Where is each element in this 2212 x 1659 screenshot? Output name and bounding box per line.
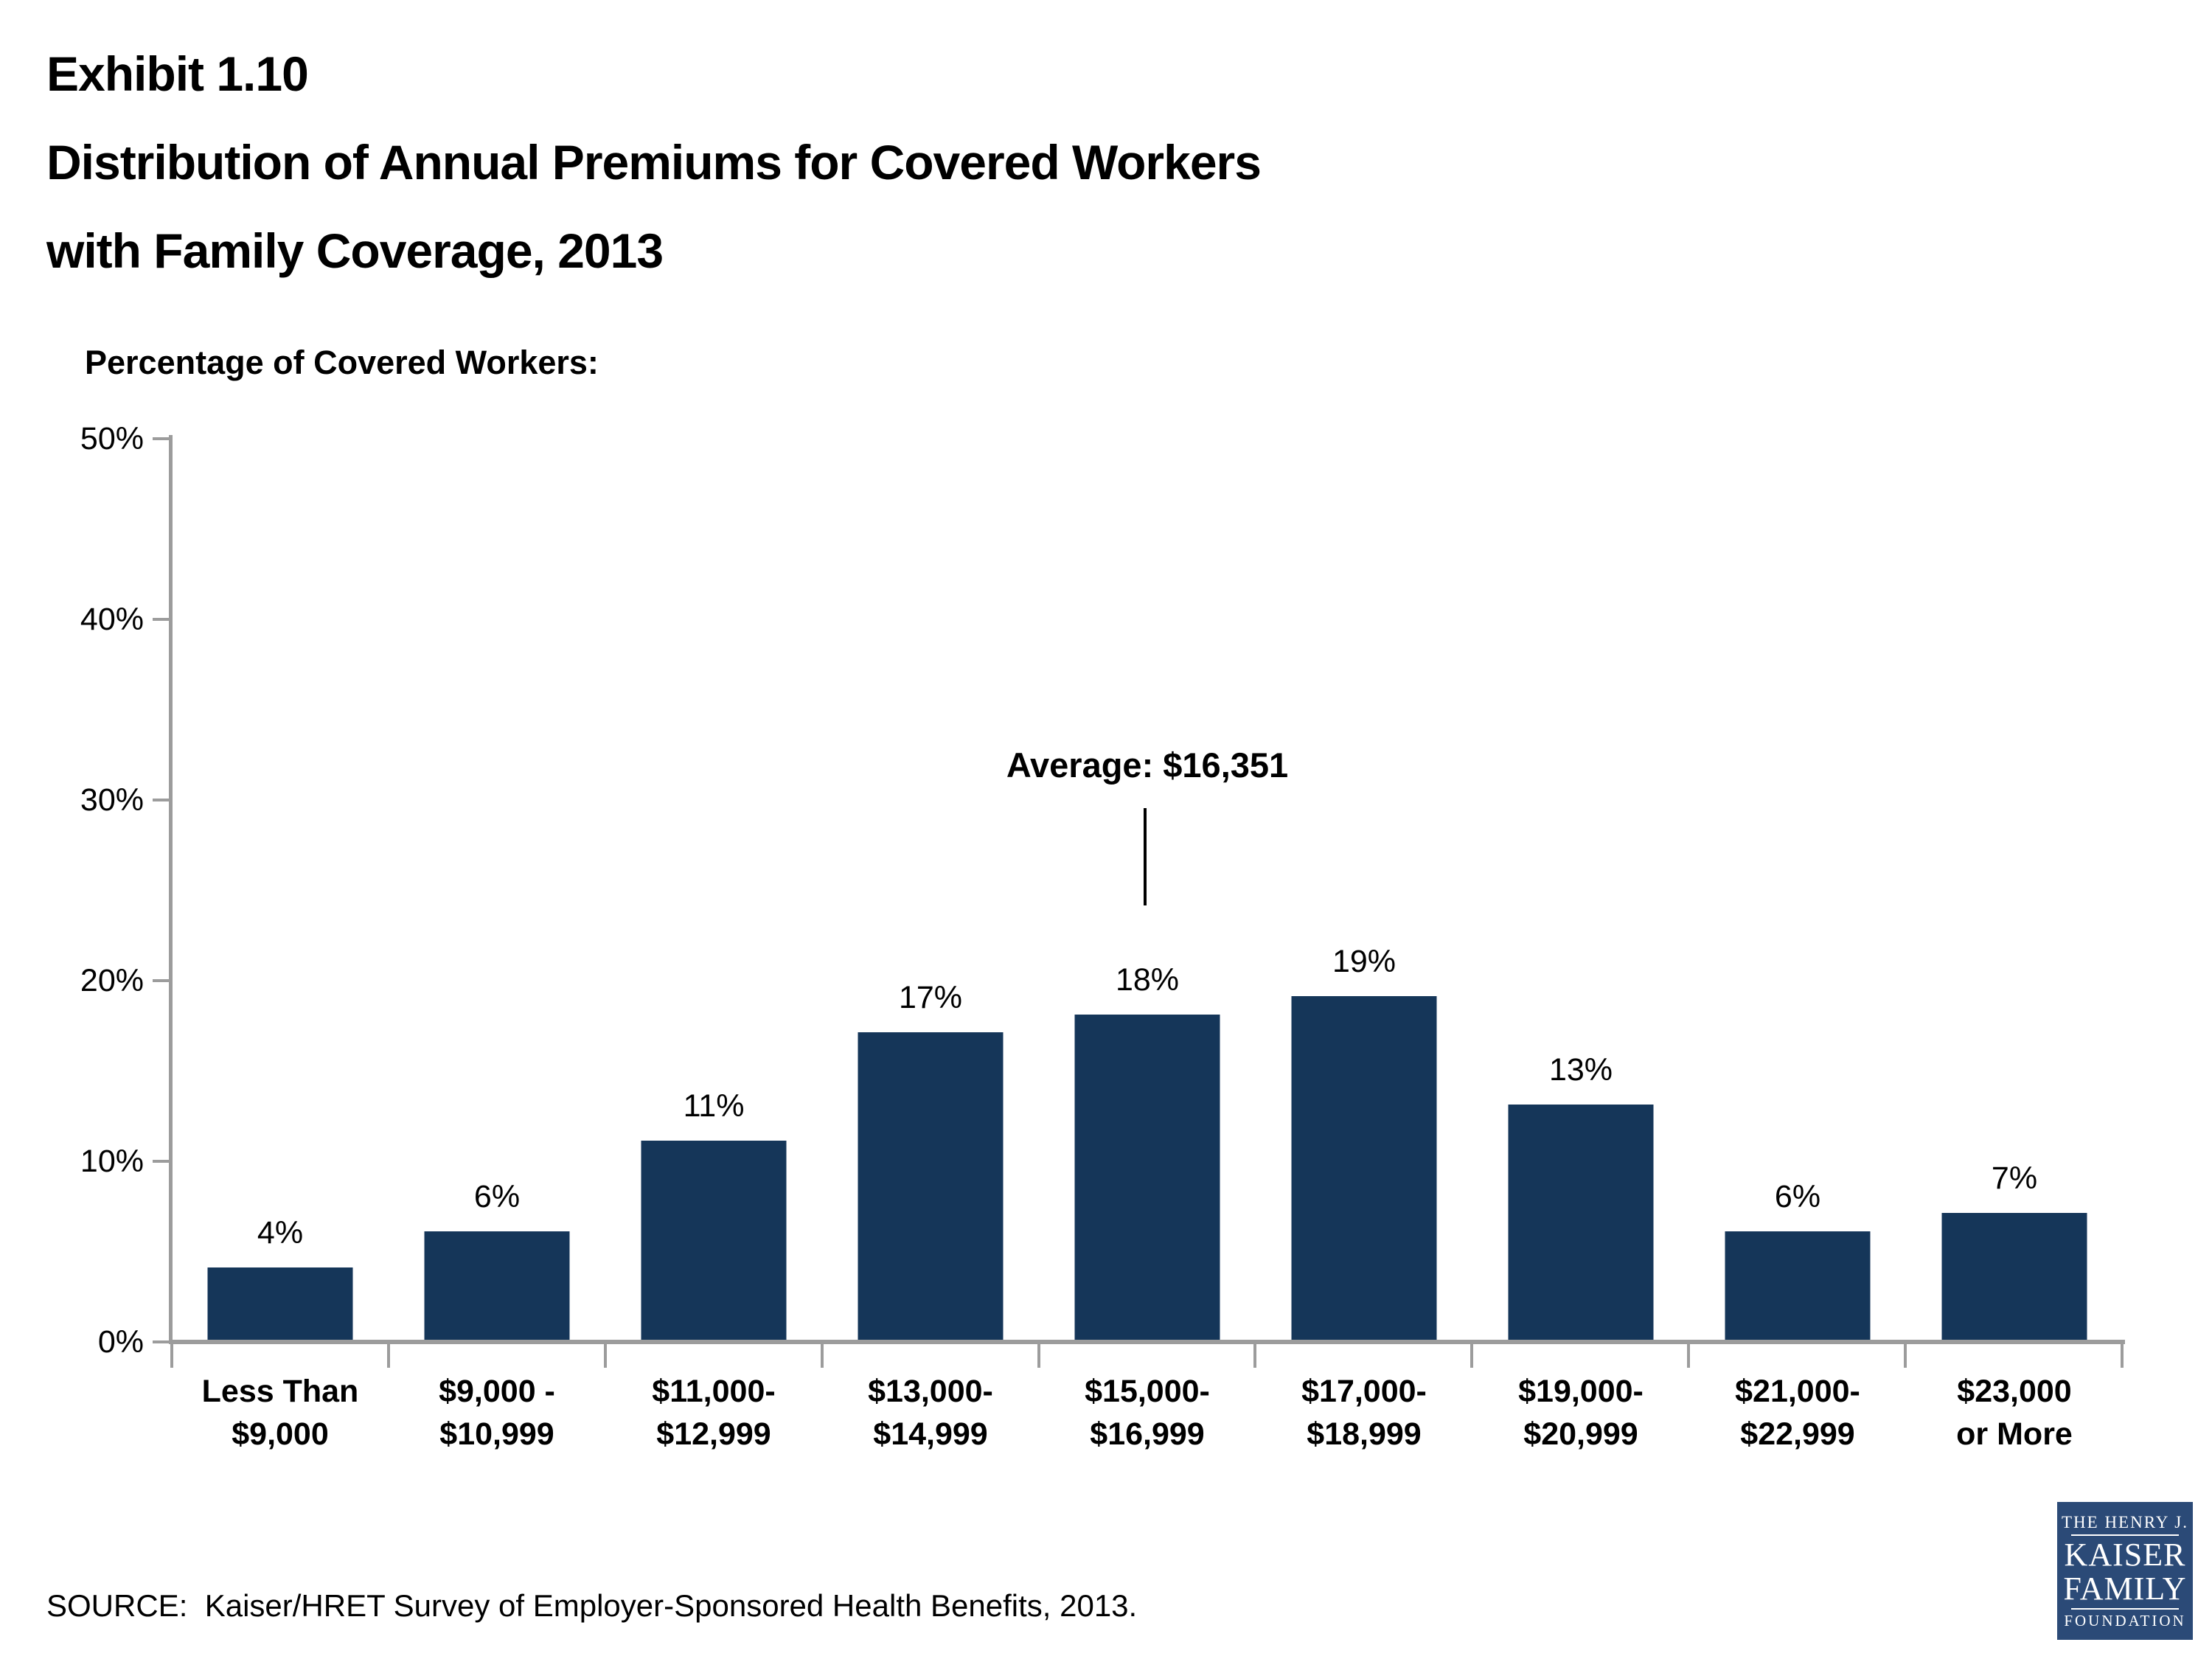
x-tick	[1470, 1344, 1473, 1368]
x-tick	[821, 1344, 824, 1368]
page-title-line-2: Distribution of Annual Premiums for Cove…	[46, 135, 1262, 189]
bar-value-label: 19%	[1332, 944, 1397, 979]
category-label-line: $12,999	[656, 1416, 771, 1452]
y-tick-label: 40%	[80, 602, 144, 637]
bar	[1291, 996, 1437, 1340]
y-tick	[153, 979, 170, 982]
bar	[1725, 1231, 1871, 1340]
y-tick	[153, 799, 170, 801]
bar	[207, 1267, 353, 1340]
kff-logo-rule-bottom	[2071, 1607, 2179, 1610]
y-tick	[153, 437, 170, 440]
kff-logo-rule-top	[2071, 1534, 2179, 1536]
bar	[1508, 1105, 1654, 1340]
bar-group: 11%	[605, 437, 822, 1340]
x-tick	[170, 1344, 173, 1368]
y-tick	[153, 1340, 170, 1343]
bar-group: 18%	[1039, 437, 1256, 1340]
category-label: $19,000- $20,999	[1472, 1370, 1689, 1455]
category-label-line: Less Than	[201, 1374, 359, 1409]
bar	[1074, 1015, 1220, 1340]
category-label: $17,000- $18,999	[1256, 1370, 1472, 1455]
category-label: $15,000- $16,999	[1039, 1370, 1256, 1455]
category-label: $9,000 - $10,999	[389, 1370, 605, 1455]
average-annotation-label: Average: $16,351	[1006, 745, 1289, 785]
bar-value-label: 4%	[257, 1215, 304, 1251]
bar-value-label: 18%	[1115, 962, 1180, 998]
category-label-line: or More	[1956, 1416, 2073, 1452]
bar	[858, 1032, 1004, 1340]
bar	[424, 1231, 570, 1340]
bar-value-label: 13%	[1548, 1052, 1613, 1088]
category-label: $11,000- $12,999	[605, 1370, 822, 1455]
bar	[1941, 1213, 2087, 1340]
category-label-line: $10,999	[439, 1416, 554, 1452]
x-tick	[387, 1344, 390, 1368]
y-tick	[153, 618, 170, 621]
bar-group: 7%	[1906, 437, 2123, 1340]
category-label-line: $19,000-	[1518, 1374, 1644, 1409]
y-axis-line	[169, 435, 173, 1344]
category-label: $23,000 or More	[1906, 1370, 2123, 1455]
y-tick-label: 30%	[80, 782, 144, 818]
category-label-line: $22,999	[1740, 1416, 1855, 1452]
y-tick-label: 0%	[97, 1324, 144, 1360]
x-tick	[604, 1344, 607, 1368]
category-label-line: $16,999	[1090, 1416, 1205, 1452]
category-label-line: $14,999	[873, 1416, 988, 1452]
bar	[641, 1141, 787, 1340]
bar-value-label: 17%	[898, 980, 963, 1015]
category-label-line: $13,000-	[868, 1374, 993, 1409]
page-title-line-3: with Family Coverage, 2013	[46, 223, 664, 278]
category-label-line: $9,000	[232, 1416, 329, 1452]
kff-logo-henry-j: THE HENRY J.	[2061, 1512, 2188, 1531]
bar-value-label: 6%	[1774, 1179, 1821, 1214]
kff-logo-family: FAMILY	[2063, 1570, 2187, 1607]
category-label-line: $15,000-	[1085, 1374, 1210, 1409]
bar-group: 17%	[822, 437, 1039, 1340]
y-axis-title: Percentage of Covered Workers:	[85, 344, 599, 381]
average-annotation-line	[1144, 808, 1147, 905]
category-label-line: $20,999	[1523, 1416, 1638, 1452]
category-label-line: $11,000-	[652, 1374, 776, 1409]
bar-group: 6%	[389, 437, 605, 1340]
source-note: SOURCE: Kaiser/HRET Survey of Employer-S…	[46, 1588, 1138, 1623]
category-label-line: $9,000 -	[439, 1374, 555, 1409]
x-tick	[1904, 1344, 1907, 1368]
bar-value-label: 11%	[683, 1088, 745, 1124]
y-tick	[153, 1160, 170, 1163]
category-label-line: $17,000-	[1301, 1374, 1427, 1409]
bar-group: 19%	[1256, 437, 1472, 1340]
y-tick-label: 10%	[80, 1144, 144, 1179]
bar-group: 6%	[1689, 437, 1906, 1340]
bar-group: 4%	[172, 437, 389, 1340]
plot-area: 4% 6% 11% 17% 18% 19% 13% 6% 7%	[172, 437, 2123, 1340]
bar-group: 13%	[1472, 437, 1689, 1340]
category-label: $13,000- $14,999	[822, 1370, 1039, 1455]
x-tick	[1037, 1344, 1040, 1368]
bar-value-label: 6%	[473, 1179, 521, 1214]
kff-logo-kaiser: KAISER	[2064, 1536, 2186, 1573]
kff-logo-foundation: FOUNDATION	[2064, 1611, 2186, 1630]
category-label: $21,000- $22,999	[1689, 1370, 1906, 1455]
y-tick-label: 50%	[80, 421, 144, 456]
page-title: Exhibit 1.10 Distribution of Annual Prem…	[46, 29, 1262, 295]
x-tick	[1687, 1344, 1690, 1368]
x-tick	[1253, 1344, 1256, 1368]
kff-logo: THE HENRY J. KAISER FAMILY FOUNDATION	[2057, 1502, 2193, 1640]
category-label: Less Than $9,000	[172, 1370, 389, 1455]
bar-value-label: 7%	[1991, 1161, 2038, 1196]
x-tick	[2121, 1344, 2124, 1368]
category-label-line: $23,000	[1957, 1374, 2072, 1409]
category-label-line: $21,000-	[1735, 1374, 1860, 1409]
page-title-line-1: Exhibit 1.10	[46, 46, 309, 101]
x-axis-line	[169, 1340, 2125, 1344]
x-axis-labels: Less Than $9,000 $9,000 - $10,999 $11,000- $1…	[172, 1370, 2123, 1455]
y-tick-label: 20%	[80, 963, 144, 998]
category-label-line: $18,999	[1307, 1416, 1422, 1452]
